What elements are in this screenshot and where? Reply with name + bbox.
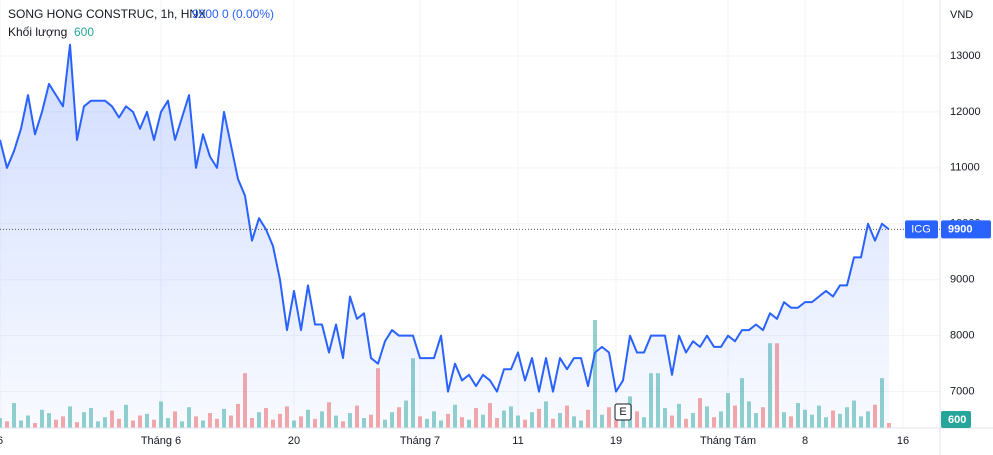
y-tick-label: 7000 [950,386,974,398]
price-line [0,43,890,393]
symbol-label: ICG [911,223,931,235]
x-tick-label: 19 [610,435,622,447]
event-marker-label: E [619,406,626,418]
y-tick-label: 9000 [950,274,974,286]
volume-tag-label: 600 [948,414,966,426]
symbol-tag [905,220,938,239]
volume-title: Khối lượng [8,25,67,39]
last-price: 9900 [192,7,219,21]
x-tick-label: Tháng 6 [141,435,181,447]
price-change: 0 (0.00%) [222,7,274,21]
x-tick-label: 6 [0,435,3,447]
x-tick-label: Tháng 7 [400,435,440,447]
volume-tag [941,411,971,428]
volume-value: 600 [74,25,94,39]
x-tick-label: 16 [897,435,909,447]
unit-label: VND [950,9,973,21]
y-tick-label: 13000 [950,50,981,62]
event-marker [614,403,632,421]
x-tick-label: 11 [512,435,523,447]
x-tick-label: Tháng Tám [700,435,756,447]
x-tick-label: 8 [802,435,808,447]
price-area [0,44,889,428]
y-tick-label: 12000 [950,106,981,118]
x-tick-label: 20 [288,435,300,447]
price-tag [941,220,991,239]
chart-title: SONG HONG CONSTRUC, 1h, HNX [8,7,206,21]
price-tag-label: 9900 [948,223,972,235]
y-tick-label: 8000 [950,330,974,342]
y-tick-label: 11000 [950,162,980,174]
plot [0,43,891,428]
